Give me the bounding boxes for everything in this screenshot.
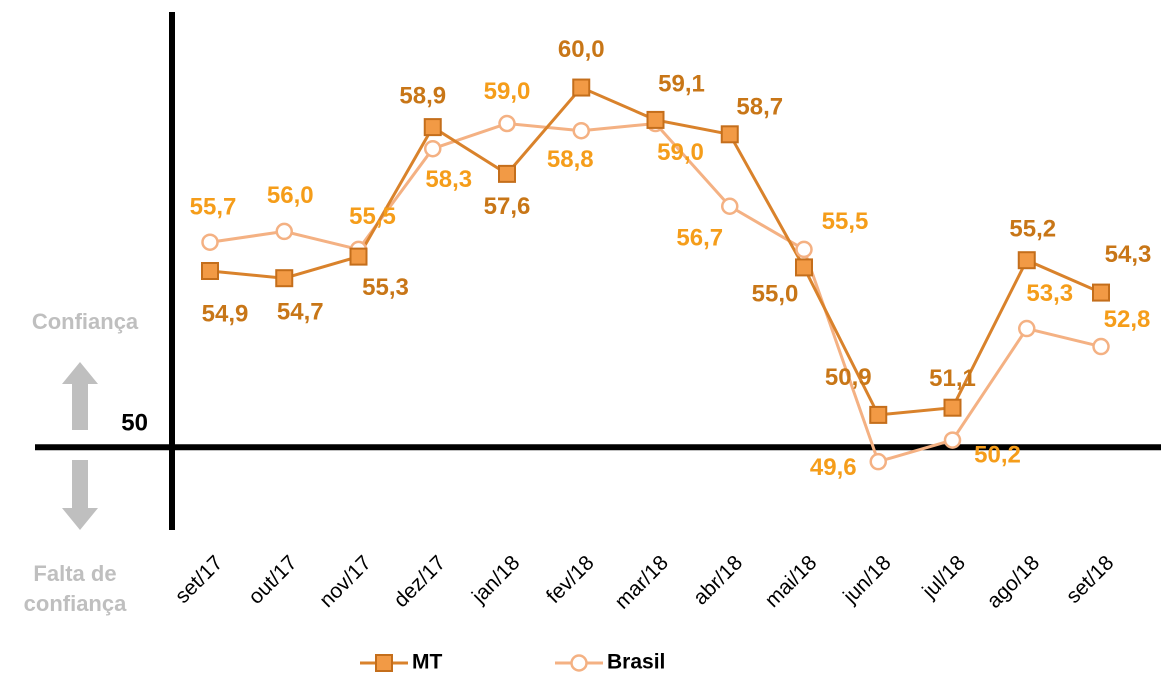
x-tick-label: out/17 bbox=[244, 551, 302, 609]
data-label: 56,0 bbox=[267, 182, 314, 209]
data-label: 50,9 bbox=[825, 364, 872, 391]
marker bbox=[943, 431, 962, 449]
marker bbox=[572, 78, 591, 97]
x-tick-label: mai/18 bbox=[761, 551, 822, 612]
arrow-up bbox=[62, 362, 98, 430]
data-label: 52,8 bbox=[1104, 306, 1151, 333]
legend-label: MT bbox=[412, 651, 442, 674]
data-label: 59,0 bbox=[484, 78, 531, 105]
data-label: 55,3 bbox=[362, 274, 409, 301]
data-label: 50,2 bbox=[974, 441, 1021, 468]
marker bbox=[498, 114, 516, 133]
data-label: 54,7 bbox=[277, 299, 324, 326]
annotation: Confiança bbox=[32, 309, 139, 334]
data-label: 57,6 bbox=[484, 193, 531, 220]
data-label: 58,3 bbox=[425, 166, 472, 193]
data-label: 58,7 bbox=[736, 94, 783, 121]
marker bbox=[721, 197, 739, 215]
legend-marker bbox=[570, 654, 588, 672]
marker bbox=[423, 118, 442, 137]
data-label: 55,0 bbox=[752, 281, 799, 308]
data-label: 55,7 bbox=[190, 194, 237, 221]
data-label: 54,9 bbox=[202, 300, 249, 327]
x-tick-label: mar/18 bbox=[610, 551, 672, 613]
x-tick-label: ago/18 bbox=[983, 551, 1045, 613]
marker bbox=[943, 398, 962, 417]
arrow-down bbox=[62, 460, 98, 530]
data-label: 55,2 bbox=[1009, 216, 1056, 243]
data-label: 58,9 bbox=[399, 82, 446, 109]
marker bbox=[349, 247, 368, 266]
marker bbox=[1017, 251, 1036, 270]
marker bbox=[572, 121, 590, 140]
legend-label: Brasil bbox=[607, 651, 665, 674]
marker bbox=[498, 164, 516, 183]
series-line bbox=[209, 121, 1102, 464]
marker bbox=[275, 222, 293, 241]
legend-marker bbox=[375, 654, 393, 672]
x-tick-label: fev/18 bbox=[542, 551, 599, 608]
marker bbox=[869, 405, 888, 424]
marker bbox=[795, 258, 813, 277]
data-label: 51,1 bbox=[929, 365, 976, 392]
x-tick-label: set/18 bbox=[1062, 551, 1119, 608]
x-tick-label: jun/18 bbox=[838, 551, 895, 608]
x-tick-label: jan/18 bbox=[467, 551, 524, 608]
data-label: 59,1 bbox=[658, 70, 705, 97]
data-label: 60,0 bbox=[558, 36, 605, 63]
data-label: 53,3 bbox=[1026, 280, 1073, 307]
x-tick-label: abr/18 bbox=[689, 551, 747, 609]
marker bbox=[795, 240, 813, 259]
marker bbox=[646, 110, 665, 129]
annotation: confiança bbox=[24, 591, 127, 616]
y-tick-label: 50 bbox=[121, 410, 148, 437]
x-tick-label: nov/17 bbox=[315, 551, 376, 612]
marker bbox=[1018, 319, 1036, 338]
annotation: Falta de bbox=[33, 561, 116, 586]
marker bbox=[275, 269, 294, 288]
data-label: 55,5 bbox=[822, 208, 869, 235]
data-label: 55,5 bbox=[349, 203, 396, 230]
data-label: 56,7 bbox=[676, 225, 723, 252]
x-tick-label: jul/18 bbox=[917, 551, 969, 603]
marker bbox=[201, 262, 219, 280]
data-label: 58,8 bbox=[547, 146, 594, 173]
marker bbox=[1092, 283, 1110, 302]
data-label: 54,3 bbox=[1105, 241, 1152, 268]
marker bbox=[869, 452, 887, 471]
marker bbox=[201, 233, 219, 251]
data-label: 59,0 bbox=[657, 139, 704, 166]
marker bbox=[424, 139, 442, 158]
data-label: 49,6 bbox=[810, 454, 857, 481]
marker bbox=[1092, 337, 1110, 356]
x-tick-label: set/17 bbox=[171, 551, 228, 608]
x-tick-label: dez/17 bbox=[389, 551, 450, 612]
marker bbox=[720, 125, 739, 144]
